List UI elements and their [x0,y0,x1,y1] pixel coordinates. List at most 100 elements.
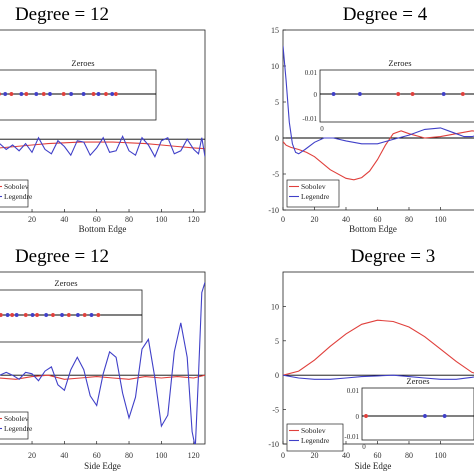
zero-marker [357,91,362,97]
inset-y-tick-label: 0.01 [305,69,318,77]
legend-entry: Sobolev [4,414,29,423]
x-axis-label: Bottom Edge [349,224,397,234]
zero-marker [5,312,10,318]
inset-y-tick-label: 0 [356,413,360,421]
x-tick-label: 20 [28,215,36,224]
x-axis-label: Side Edge [355,461,392,471]
x-tick-label: 0 [281,451,285,460]
x-tick-label: 20 [310,215,318,224]
series-line-legendre [283,45,474,155]
x-tick-label: 80 [125,451,133,460]
x-tick-label: 60 [93,451,101,460]
inset-frame [0,69,157,121]
zero-marker [9,91,14,97]
zero-marker [460,91,465,97]
zero-marker [59,312,65,318]
zero-marker [41,91,46,97]
x-tick-label: 20 [310,451,318,460]
series-line-sobolev [283,319,474,376]
y-tick-label: 5 [275,98,279,107]
zero-marker [410,91,415,97]
zero-marker [0,92,2,96]
chart-title: Degree = 3 [351,246,436,267]
x-tick-label: 40 [60,451,68,460]
plot-frame [282,271,474,445]
chart-title: Degree = 4 [343,4,428,25]
inset-frame [0,289,143,343]
zero-marker [363,413,369,419]
zero-marker [35,312,40,318]
inset-x-tick-label: 0 [362,443,366,451]
legend-entry: Legendre [4,424,33,433]
x-tick-label: 100 [434,451,446,460]
zero-marker [89,312,94,318]
y-tick-label: 0 [275,371,279,380]
zero-marker [82,312,87,318]
legend-box [0,411,29,440]
inset-y-tick-label: -0.01 [344,433,359,441]
x-tick-label: 20 [28,451,36,460]
inset-title: Zeroes [71,58,94,68]
x-tick-label: 120 [188,451,200,460]
panel-bottom-right: Degree = 3 0 20 40 60 80 100 -10 -5 0 5 10 Side Edge… [268,246,474,471]
legend-box [286,179,340,208]
inset-title: Zeroes [388,58,411,68]
zero-marker [75,312,80,318]
zero-marker [66,312,71,318]
x-tick-label: 40 [60,215,68,224]
y-tick-label: -5 [272,406,279,415]
x-tick-label: 60 [373,451,381,460]
inset-y-tick-label: 0.01 [347,387,360,395]
inset-title: Zeroes [406,376,429,386]
y-tick-label: -5 [272,170,279,179]
zero-marker [422,413,428,419]
zero-marker [442,413,447,419]
inset-x-tick-label: 0 [320,125,324,133]
x-tick-label: 40 [342,451,350,460]
legend-entry: Legendre [4,192,33,201]
y-tick-label: 15 [271,26,279,35]
zero-marker [30,312,35,318]
zero-marker [113,91,118,97]
chart-title: Degree = 12 [15,4,109,25]
zero-marker [103,91,109,97]
y-tick-label: 0 [275,134,279,143]
x-tick-label: 80 [125,215,133,224]
zero-marker [396,91,401,97]
legend-entry: Sobolev [301,182,326,191]
x-tick-label: 100 [434,215,446,224]
zero-marker [331,91,336,97]
zero-marker [96,91,101,97]
y-tick-label: -10 [268,440,279,449]
series-line-legendre [0,134,205,158]
y-tick-label: 10 [271,302,279,311]
panel-top-right: Degree = 4 0 20 40 60 80 100 -10 -5 0 5 10 15 Bottom … [268,4,474,234]
y-tick-label: 5 [275,337,279,346]
zero-marker [81,91,86,97]
series-line-legendre [0,282,205,444]
panel-bottom-left: Degree = 12 20 40 60 80 100 120 Side Edge Zeroes… [0,246,206,471]
legend-entry: Legendre [301,192,330,201]
inset-frame [319,69,474,123]
zero-marker [441,91,446,97]
zero-marker [24,91,29,97]
y-tick-label: -10 [268,206,279,215]
chart-title: Degree = 12 [15,246,109,267]
legend-entry: Legendre [301,436,330,445]
x-tick-label: 80 [405,451,413,460]
x-tick-label: 60 [373,215,381,224]
x-tick-label: 40 [342,215,350,224]
series-line-sobolev [283,130,474,181]
zero-marker [3,91,8,97]
zero-marker [50,312,56,318]
zero-marker [91,91,96,97]
plot-frame [0,29,206,213]
zero-marker [110,91,115,97]
plot-frame [282,29,474,211]
x-tick-label: 80 [405,215,413,224]
zero-marker [96,312,101,318]
zero-marker [23,312,28,318]
x-tick-label: 60 [93,215,101,224]
x-axis-label: Bottom Edge [79,224,127,234]
